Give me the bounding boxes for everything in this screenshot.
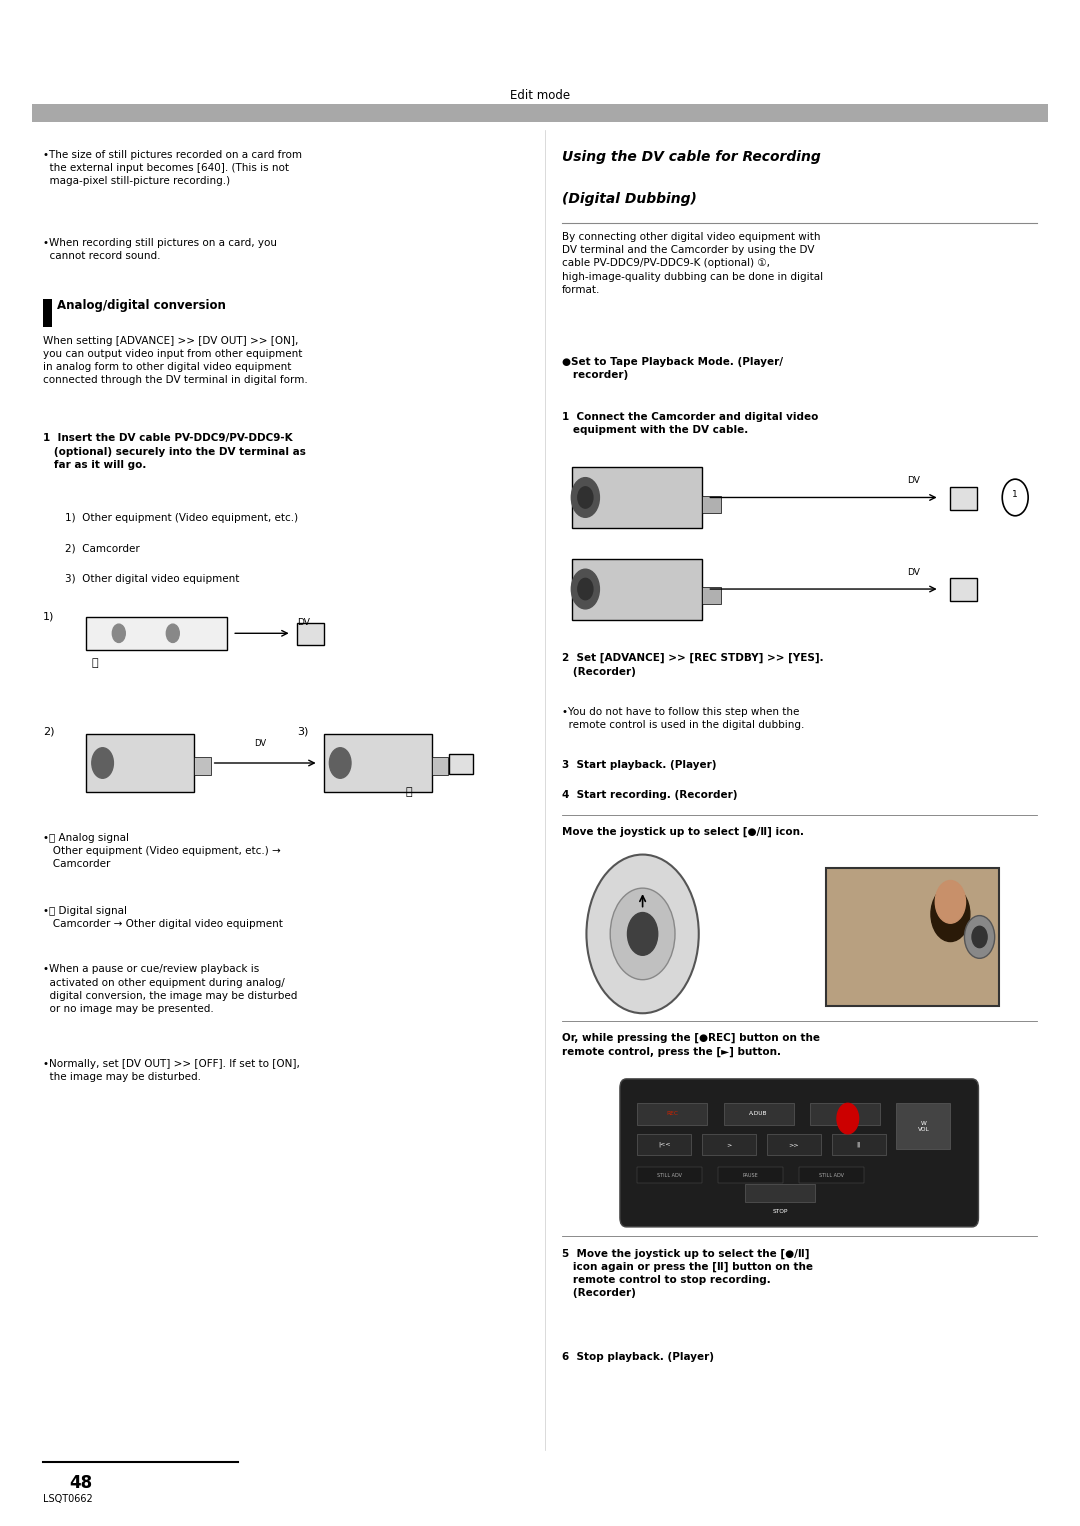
Bar	[86, 617, 227, 650]
Text: By connecting other digital video equipment with
DV terminal and the Camcorder b: By connecting other digital video equipm…	[562, 232, 823, 295]
Circle shape	[610, 888, 675, 980]
Bar	[43, 299, 52, 327]
Bar	[826, 868, 999, 1006]
Bar	[724, 1103, 794, 1125]
Bar	[799, 1167, 864, 1183]
Text: 48: 48	[69, 1474, 93, 1492]
Text: Move the joystick up to select [●/Ⅱ] icon.: Move the joystick up to select [●/Ⅱ] ico…	[562, 827, 804, 838]
Bar	[702, 496, 721, 513]
Text: When setting [ADVANCE] >> [DV OUT] >> [ON],
you can output video input from othe: When setting [ADVANCE] >> [DV OUT] >> [O…	[43, 336, 308, 386]
Text: 1  Insert the DV cable PV-DDC9/PV-DDC9-K
   (optional) securely into the DV term: 1 Insert the DV cable PV-DDC9/PV-DDC9-K …	[43, 433, 306, 470]
Bar	[86, 734, 194, 792]
Text: >: >	[727, 1141, 731, 1148]
Bar	[810, 1103, 880, 1125]
Text: DV: DV	[907, 476, 920, 485]
Text: •When a pause or cue/review playback is
  activated on other equipment during an: •When a pause or cue/review playback is …	[43, 964, 298, 1015]
Text: 2)  Camcorder: 2) Camcorder	[65, 543, 139, 554]
Text: REC: REC	[666, 1111, 678, 1117]
Bar	[950, 578, 977, 601]
Circle shape	[166, 624, 179, 642]
Circle shape	[578, 578, 593, 600]
Text: DV: DV	[254, 739, 266, 748]
Text: 3)  Other digital video equipment: 3) Other digital video equipment	[65, 574, 239, 584]
Text: Edit mode: Edit mode	[510, 89, 570, 102]
Circle shape	[934, 884, 967, 929]
Circle shape	[571, 569, 599, 609]
Text: W
VOL: W VOL	[918, 1120, 929, 1132]
Text: |<<: |<<	[658, 1141, 671, 1148]
Text: 3  Start playback. (Player): 3 Start playback. (Player)	[562, 760, 716, 771]
Circle shape	[571, 478, 599, 517]
Circle shape	[92, 748, 113, 778]
Text: Ⓑ: Ⓑ	[405, 787, 411, 798]
Text: •Normally, set [DV OUT] >> [OFF]. If set to [ON],
  the image may be disturbed.: •Normally, set [DV OUT] >> [OFF]. If set…	[43, 1059, 300, 1082]
Bar	[572, 467, 702, 528]
Text: Using the DV cable for Recording: Using the DV cable for Recording	[562, 150, 821, 163]
Circle shape	[935, 881, 966, 923]
Text: A.DUB: A.DUB	[750, 1111, 768, 1117]
Circle shape	[931, 887, 970, 942]
Text: •Ⓐ Analog signal
   Other equipment (Video equipment, etc.) →
   Camcorder: •Ⓐ Analog signal Other equipment (Video …	[43, 833, 281, 868]
Text: STILL ADV: STILL ADV	[819, 1172, 845, 1178]
Bar	[745, 1184, 815, 1202]
Text: 1: 1	[1012, 490, 1018, 499]
Text: 1)  Other equipment (Video equipment, etc.): 1) Other equipment (Video equipment, etc…	[65, 513, 298, 523]
Text: Ⓐ: Ⓐ	[92, 658, 98, 668]
Text: STOP: STOP	[772, 1209, 788, 1215]
Bar	[702, 1134, 756, 1155]
Text: 3): 3)	[297, 726, 309, 737]
Circle shape	[972, 926, 987, 948]
Text: Analog/digital conversion: Analog/digital conversion	[57, 299, 226, 313]
Circle shape	[1002, 479, 1028, 516]
Text: 2): 2)	[43, 726, 55, 737]
Bar	[637, 1167, 702, 1183]
Text: Or, while pressing the [●REC] button on the
remote control, press the [►] button: Or, while pressing the [●REC] button on …	[562, 1033, 820, 1058]
Text: •The size of still pictures recorded on a card from
  the external input becomes: •The size of still pictures recorded on …	[43, 150, 302, 186]
Text: DV: DV	[297, 618, 310, 627]
Bar	[718, 1167, 783, 1183]
Circle shape	[586, 855, 699, 1013]
Bar	[32, 104, 1048, 122]
Bar	[572, 559, 702, 620]
Text: 5  Move the joystick up to select the [●/Ⅱ]
   icon again or press the [Ⅱ] butto: 5 Move the joystick up to select the [●/…	[562, 1248, 812, 1299]
Bar	[950, 487, 977, 510]
Circle shape	[578, 487, 593, 508]
Bar	[449, 754, 473, 774]
Text: LSQT0662: LSQT0662	[43, 1494, 93, 1505]
Circle shape	[112, 624, 125, 642]
Text: 1  Connect the Camcorder and digital video
   equipment with the DV cable.: 1 Connect the Camcorder and digital vide…	[562, 412, 818, 435]
Bar	[637, 1103, 707, 1125]
Text: 2  Set [ADVANCE] >> [REC STDBY] >> [YES].
   (Recorder): 2 Set [ADVANCE] >> [REC STDBY] >> [YES].…	[562, 653, 823, 676]
Text: •Ⓑ Digital signal
   Camcorder → Other digital video equipment: •Ⓑ Digital signal Camcorder → Other digi…	[43, 906, 283, 929]
Text: 6  Stop playback. (Player): 6 Stop playback. (Player)	[562, 1352, 714, 1363]
Text: >>: >>	[788, 1141, 799, 1148]
Bar	[832, 1134, 886, 1155]
Bar	[324, 734, 432, 792]
Bar	[702, 588, 721, 604]
Bar	[297, 623, 324, 645]
Text: •You do not have to follow this step when the
  remote control is used in the di: •You do not have to follow this step whe…	[562, 707, 804, 729]
Bar	[637, 1134, 691, 1155]
Text: •When recording still pictures on a card, you
  cannot record sound.: •When recording still pictures on a card…	[43, 238, 278, 261]
Bar	[767, 1134, 821, 1155]
Circle shape	[329, 748, 351, 778]
Circle shape	[964, 916, 995, 958]
Bar	[432, 757, 448, 775]
Text: STILL ADV: STILL ADV	[657, 1172, 683, 1178]
Circle shape	[627, 913, 658, 955]
Text: DV: DV	[907, 568, 920, 577]
Text: ●Set to Tape Playback Mode. (Player/
   recorder): ●Set to Tape Playback Mode. (Player/ rec…	[562, 357, 783, 380]
Text: 4  Start recording. (Recorder): 4 Start recording. (Recorder)	[562, 790, 737, 801]
Text: 1): 1)	[43, 612, 55, 623]
Text: PAUSE: PAUSE	[743, 1172, 758, 1178]
Circle shape	[837, 1103, 859, 1134]
FancyBboxPatch shape	[620, 1079, 978, 1227]
Bar	[194, 757, 211, 775]
Text: ||: ||	[856, 1141, 861, 1148]
Text: (Digital Dubbing): (Digital Dubbing)	[562, 192, 697, 206]
Bar	[896, 1103, 950, 1149]
